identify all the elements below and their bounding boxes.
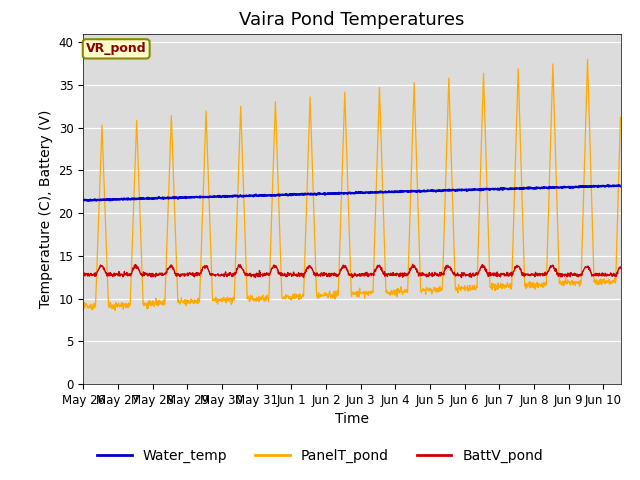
- Y-axis label: Temperature (C), Battery (V): Temperature (C), Battery (V): [39, 109, 53, 308]
- Legend: Water_temp, PanelT_pond, BattV_pond: Water_temp, PanelT_pond, BattV_pond: [92, 443, 548, 468]
- Title: Vaira Pond Temperatures: Vaira Pond Temperatures: [239, 11, 465, 29]
- Text: VR_pond: VR_pond: [86, 42, 147, 55]
- X-axis label: Time: Time: [335, 412, 369, 426]
